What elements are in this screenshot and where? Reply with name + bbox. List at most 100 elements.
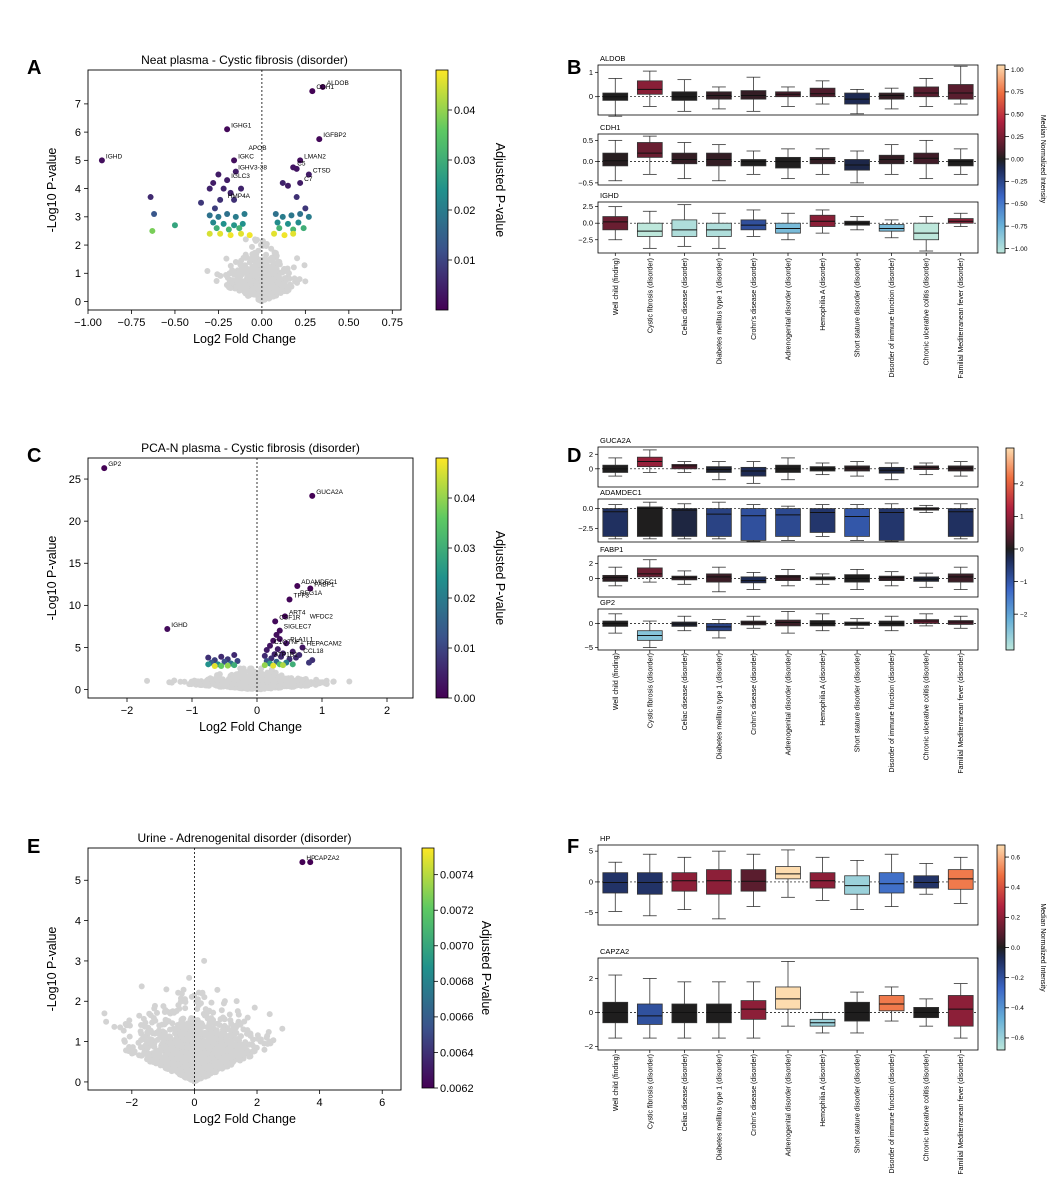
nonsignificant-point <box>249 243 256 250</box>
colorbar-tick-label: 0.0074 <box>440 870 474 882</box>
significant-point <box>300 225 307 232</box>
colorbar-tick-label: 1 <box>1020 514 1024 521</box>
significant-point <box>297 157 304 164</box>
nonsignificant-point <box>166 1026 173 1033</box>
nonsignificant-point <box>138 1037 145 1044</box>
subplot-title: HP <box>600 834 610 843</box>
gene-label: GP2 <box>108 461 121 468</box>
nonsignificant-point <box>296 276 303 283</box>
box <box>740 1000 767 1020</box>
volcano-c-ylabel: -Log10 P-value <box>45 536 59 621</box>
panel-label-f: F <box>567 836 579 858</box>
subplot-frame <box>597 446 979 488</box>
colorbar-tick-label: 2 <box>1020 481 1024 488</box>
x-tick-label: −0.75 <box>118 317 146 329</box>
nonsignificant-point <box>255 296 262 303</box>
nonsignificant-point <box>150 1014 157 1021</box>
significant-point <box>271 230 278 237</box>
nonsignificant-point <box>266 271 273 278</box>
nonsignificant-point <box>142 1019 149 1026</box>
box <box>602 508 629 537</box>
colorbar-tick-label: 0.0066 <box>440 1012 474 1024</box>
box <box>636 142 663 158</box>
significant-point <box>281 613 288 620</box>
nonsignificant-point <box>147 1036 154 1043</box>
nonsignificant-point <box>269 684 276 691</box>
nonsignificant-point <box>241 284 248 291</box>
significant-point <box>215 213 222 220</box>
category-label: Familial Mediterranean fever (disorder) <box>958 258 965 379</box>
nonsignificant-point <box>346 678 353 685</box>
box <box>775 156 801 169</box>
category-label: Celiac disease (disorder) <box>682 653 689 730</box>
significant-point <box>101 465 108 472</box>
nonsignificant-point <box>252 236 259 243</box>
x-tick-label: 0.75 <box>382 317 403 329</box>
nonsignificant-point <box>144 677 151 684</box>
significant-point <box>297 179 304 186</box>
category-label: Adrenogenital disorder (disorder) <box>786 653 793 755</box>
y-tick-label: 1 <box>75 1036 81 1048</box>
significant-point <box>239 220 246 227</box>
y-tick-label: 0 <box>75 1077 81 1089</box>
colorbar-tick-label: 0.6 <box>1011 854 1020 861</box>
significant-point <box>234 657 241 664</box>
nonsignificant-point <box>264 265 271 272</box>
gene-label: CSF1R <box>279 614 301 621</box>
panel-label-a: A <box>27 57 41 79</box>
nonsignificant-point <box>216 1022 223 1029</box>
box <box>947 508 974 537</box>
category-label: Chronic ulcerative colitis (disorder) <box>924 258 931 365</box>
box <box>947 869 974 890</box>
box <box>706 1003 732 1024</box>
significant-point <box>227 189 234 196</box>
nonsignificant-point <box>220 1014 227 1021</box>
nonsignificant-point <box>136 1012 143 1019</box>
significant-point <box>302 205 309 212</box>
category-label: Diabetes mellitus type 1 (disorder) <box>716 258 723 364</box>
colorbar-tick-label: 0.02 <box>454 593 475 605</box>
y-tick-label: 25 <box>69 474 81 486</box>
colorbar-tick-label: −0.50 <box>1011 201 1028 208</box>
significant-point <box>293 165 300 172</box>
nonsignificant-point <box>268 279 275 286</box>
panel-label-c: C <box>27 445 41 467</box>
nonsignificant-point <box>177 1070 184 1077</box>
y-tick-label: 0 <box>75 684 81 696</box>
y-tick-label: 5 <box>589 847 593 856</box>
subplot-title: ALDOB <box>600 54 625 63</box>
colorbar <box>421 847 435 1089</box>
nonsignificant-point <box>247 272 254 279</box>
box <box>740 159 767 167</box>
colorbar-tick-label: 0.00 <box>454 693 475 705</box>
nonsignificant-point <box>201 957 208 964</box>
nonsignificant-point <box>162 1043 169 1050</box>
nonsignificant-point <box>228 1059 235 1066</box>
significant-point <box>232 168 239 175</box>
nonsignificant-point <box>213 277 220 284</box>
box <box>740 466 767 477</box>
nonsignificant-point <box>261 295 268 302</box>
nonsignificant-point <box>199 1065 206 1072</box>
significant-point <box>305 213 312 220</box>
significant-point <box>220 220 227 227</box>
box <box>947 573 974 583</box>
nonsignificant-point <box>188 1057 195 1064</box>
nonsignificant-point <box>188 1025 195 1032</box>
volcano-a-ylabel: -Log10 P-value <box>45 148 59 233</box>
nonsignificant-point <box>244 1047 251 1054</box>
nonsignificant-point <box>145 1028 152 1035</box>
box <box>844 1001 870 1022</box>
nonsignificant-point <box>214 682 221 689</box>
y-tick-label: −2 <box>584 1042 593 1051</box>
significant-point <box>224 126 231 133</box>
nonsignificant-point <box>151 1005 158 1012</box>
significant-point <box>289 648 296 655</box>
nonsignificant-point <box>207 1032 214 1039</box>
y-tick-label: 0.0 <box>583 504 593 513</box>
colorbar-tick-label: −0.6 <box>1011 1035 1024 1042</box>
box <box>844 508 870 537</box>
box <box>809 508 836 533</box>
nonsignificant-point <box>184 1061 191 1068</box>
nonsignificant-point <box>175 989 182 996</box>
